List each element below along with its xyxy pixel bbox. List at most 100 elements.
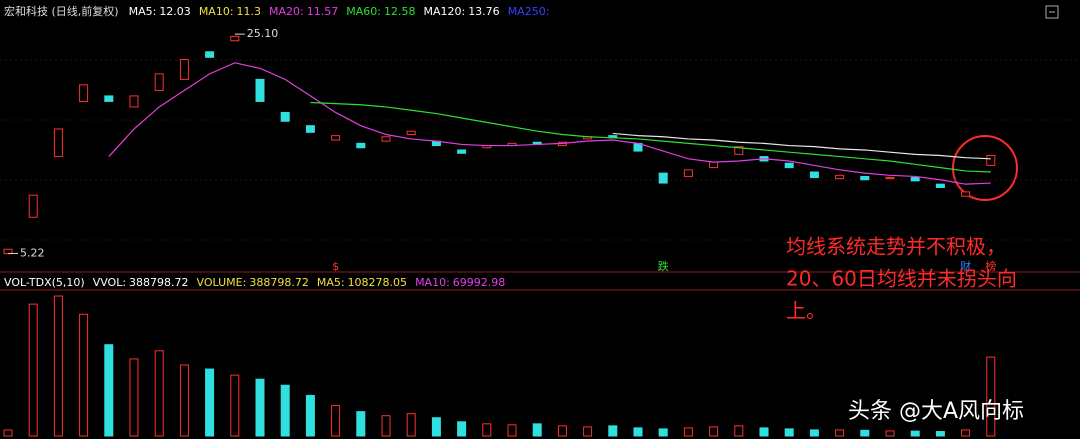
volume-bar bbox=[885, 430, 895, 437]
event-marker: $ bbox=[332, 260, 339, 273]
volume-bar bbox=[532, 423, 542, 437]
volume-bar bbox=[230, 374, 240, 437]
volume-bar bbox=[482, 423, 492, 437]
candle-body bbox=[79, 84, 89, 102]
volume-bar bbox=[53, 295, 63, 437]
legend-value: 108278.05 bbox=[348, 276, 408, 289]
candle-body bbox=[457, 149, 467, 154]
volume-bar bbox=[255, 378, 265, 437]
legend-label: VVOL: bbox=[93, 276, 126, 289]
candle-body bbox=[28, 194, 38, 218]
candle-body bbox=[356, 142, 366, 149]
volume-bar bbox=[356, 411, 366, 437]
legend-label: MA10: bbox=[199, 5, 234, 18]
candle-body bbox=[205, 51, 215, 58]
event-marker: 跌 bbox=[658, 259, 669, 273]
candle-body bbox=[255, 78, 265, 102]
volume-bar bbox=[809, 429, 819, 437]
candle-body bbox=[683, 169, 693, 177]
candle-body bbox=[129, 95, 139, 108]
volume-bar bbox=[709, 426, 719, 437]
candle-body bbox=[53, 128, 63, 158]
volume-bar bbox=[557, 425, 567, 437]
volume-bar bbox=[759, 427, 769, 437]
candle-body bbox=[961, 191, 971, 197]
volume-bar bbox=[784, 428, 794, 437]
event-marker: 财 bbox=[960, 259, 971, 273]
candle-body bbox=[305, 125, 315, 133]
volume-bar bbox=[305, 394, 315, 437]
candle-body bbox=[784, 162, 794, 169]
legend-label: MA250: bbox=[508, 5, 550, 18]
volume-bar bbox=[406, 413, 416, 437]
volume-bar bbox=[129, 358, 139, 437]
legend-value: 11.3 bbox=[237, 5, 262, 18]
legend-value: 388798.72 bbox=[129, 276, 189, 289]
event-marker: 榜 bbox=[985, 259, 996, 273]
volume-bar bbox=[154, 350, 164, 437]
candle-body bbox=[381, 136, 391, 142]
annotation-note: 20、60日均线并未拐头向 bbox=[786, 267, 1017, 291]
candle-body bbox=[986, 154, 996, 166]
legend-label: MA5: bbox=[129, 5, 157, 18]
legend-value: 13.76 bbox=[468, 5, 500, 18]
watermark: 头条 @大A风向标 bbox=[848, 399, 1024, 424]
volume-bar bbox=[583, 426, 593, 437]
legend-label: MA60: bbox=[346, 5, 381, 18]
candle-body bbox=[331, 135, 341, 141]
volume-bar bbox=[608, 425, 618, 437]
legend-label: VOL-TDX(5,10) bbox=[4, 276, 85, 289]
annotation-label: 25.10 bbox=[247, 27, 278, 40]
candle-body bbox=[885, 177, 895, 180]
candle-body bbox=[935, 183, 945, 188]
candle-body bbox=[734, 146, 744, 155]
volume-bar bbox=[79, 313, 89, 437]
candle-body bbox=[230, 35, 240, 42]
candle-body bbox=[406, 130, 416, 136]
volume-bar bbox=[860, 429, 870, 437]
annotation-label: 5.22 bbox=[20, 246, 45, 259]
volume-bar bbox=[961, 429, 971, 437]
volume-bar bbox=[633, 427, 643, 437]
volume-bar bbox=[104, 344, 114, 437]
legend-label: MA10: bbox=[415, 276, 450, 289]
annotation-note: 上。 bbox=[786, 299, 826, 323]
candle-body bbox=[809, 171, 819, 179]
highlight-circle bbox=[952, 135, 1018, 201]
candle-body bbox=[280, 111, 290, 122]
volume-bar bbox=[910, 430, 920, 437]
legend-value: 12.58 bbox=[384, 5, 416, 18]
legend-value: 12.03 bbox=[159, 5, 191, 18]
candle-body bbox=[179, 59, 189, 80]
annotation-note: 均线系统走势并不积极， bbox=[786, 235, 1006, 259]
candle-body bbox=[154, 73, 164, 91]
volume-bar bbox=[457, 421, 467, 437]
volume-bar bbox=[280, 384, 290, 437]
legend-value: 388798.72 bbox=[249, 276, 309, 289]
ma-line bbox=[612, 132, 991, 160]
legend-label: MA20: bbox=[269, 5, 304, 18]
legend-label: MA5: bbox=[317, 276, 345, 289]
volume-bar bbox=[28, 303, 38, 437]
volume-bar bbox=[734, 425, 744, 437]
candle-body bbox=[104, 95, 114, 102]
volume-bar bbox=[683, 427, 693, 437]
volume-bar bbox=[3, 429, 13, 437]
volume-bar bbox=[507, 424, 517, 437]
volume-bar bbox=[381, 415, 391, 437]
legend-value: 69992.98 bbox=[453, 276, 506, 289]
candle-body bbox=[910, 177, 920, 182]
candle-body bbox=[860, 175, 870, 181]
legend-label: MA120: bbox=[423, 5, 465, 18]
window-button[interactable] bbox=[1045, 5, 1059, 19]
legend-value: 11.57 bbox=[307, 5, 339, 18]
ma-line bbox=[310, 101, 991, 173]
volume-bar bbox=[331, 405, 341, 437]
chart-title: 宏和科技 (日线,前复权) bbox=[4, 4, 119, 18]
volume-bar bbox=[835, 429, 845, 437]
volume-bar bbox=[986, 356, 996, 437]
ma-line bbox=[108, 62, 991, 185]
legend-label: VOLUME: bbox=[197, 276, 247, 289]
volume-bar bbox=[205, 368, 215, 437]
